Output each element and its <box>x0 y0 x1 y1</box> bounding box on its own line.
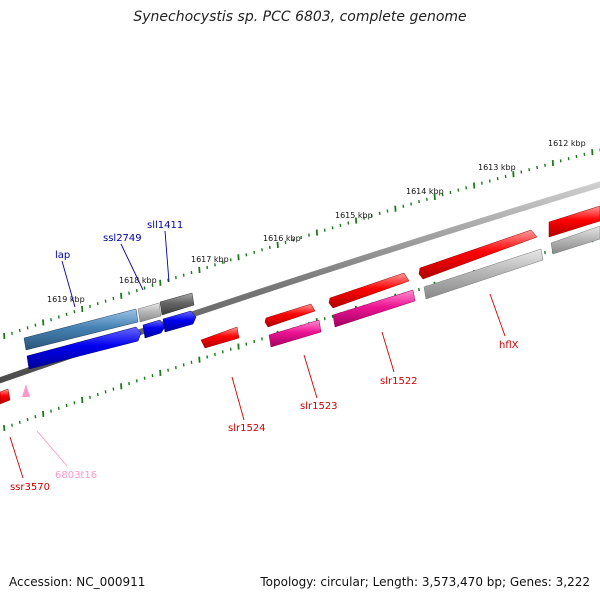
kbp-label-1617: 1617 kbp <box>191 255 229 264</box>
gene-arrow-slr1522-pink[interactable] <box>332 289 416 328</box>
gene-label-slr1524[interactable]: slr1524 <box>228 423 266 434</box>
gene-arrow-gray-right[interactable] <box>550 225 600 255</box>
kbp-label-1615: 1615 kbp <box>335 211 373 220</box>
topology-text: Topology: circular; Length: 3,573,470 bp… <box>260 575 590 589</box>
kbp-label-1619: 1619 kbp <box>47 295 85 304</box>
gene-label-hflX[interactable]: hflX <box>499 340 519 351</box>
kbp-label-1616: 1616 kbp <box>263 234 301 243</box>
gene-label-lap[interactable]: lap <box>55 250 70 261</box>
gene-label-6803t16[interactable]: 6803t16 <box>55 470 97 481</box>
gene-arrow-ssl2749[interactable] <box>142 319 166 339</box>
second-row-genes <box>268 225 600 348</box>
kbp-labels: 1612 kbp 1613 kbp 1614 kbp 1615 kbp 1616… <box>47 139 586 304</box>
forward-strand-genes <box>0 205 600 405</box>
callout-lines <box>9 230 506 479</box>
gene-label-sll1411[interactable]: sll1411 <box>147 220 183 231</box>
page-title: Synechocystis sp. PCC 6803, complete gen… <box>133 9 467 25</box>
gene-arrow-slr1524[interactable] <box>200 326 240 349</box>
gene-label-slr1523[interactable]: slr1523 <box>300 401 338 412</box>
kbp-label-1613: 1613 kbp <box>478 163 516 172</box>
gene-arrow-hflX-companion[interactable] <box>423 248 544 300</box>
gene-arrow-hflX[interactable] <box>418 229 538 280</box>
kbp-label-1614: 1614 kbp <box>406 187 444 196</box>
kbp-label-1612: 1612 kbp <box>548 139 586 148</box>
gene-arrow-lap-steel[interactable] <box>23 308 139 351</box>
gene-arrow-slr1522[interactable] <box>328 272 410 309</box>
gene-label-ssr3570[interactable]: ssr3570 <box>10 482 50 493</box>
gene-arrow-slr1523-pink[interactable] <box>268 319 322 348</box>
gene-arrow-ssl2749-gray[interactable] <box>137 302 162 323</box>
gene-arrow-lap[interactable] <box>26 326 142 370</box>
reverse-strand-genes <box>22 292 197 397</box>
gene-label-slr1522[interactable]: slr1522 <box>380 376 418 387</box>
kbp-label-1618: 1618 kbp <box>119 276 157 285</box>
gene-arrow-slr1523[interactable] <box>264 303 316 328</box>
gene-arrow-sll1411-dark[interactable] <box>159 292 195 316</box>
gene-label-ssl2749[interactable]: ssl2749 <box>103 233 142 244</box>
gene-arrow-left-edge[interactable] <box>0 388 11 405</box>
gene-arrow-upper-right-edge[interactable] <box>548 205 600 238</box>
trna-arrow-6803t16[interactable] <box>22 384 30 397</box>
gene-arrow-sll1411[interactable] <box>162 310 197 333</box>
gene-labels: lap ssl2749 sll1411 slr1524 slr1523 slr1… <box>10 220 519 493</box>
outer-scale-ticks <box>3 148 600 340</box>
accession-text: Accession: NC_000911 <box>9 575 146 589</box>
